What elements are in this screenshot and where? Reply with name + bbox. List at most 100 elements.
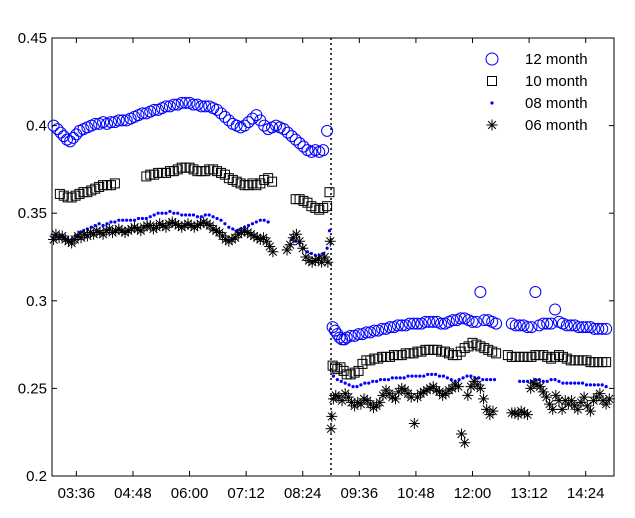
data-point: [232, 228, 244, 240]
data-point: [521, 321, 534, 334]
data-point: [576, 321, 589, 334]
data-point: [182, 218, 194, 230]
data-point: [66, 192, 77, 203]
data-point: [592, 383, 596, 387]
data-point: [569, 381, 573, 385]
data-point: [537, 378, 541, 382]
legend-label: 12 month: [525, 51, 588, 68]
data-point: [85, 226, 97, 238]
data-point: [415, 388, 427, 400]
data-point: [561, 381, 565, 385]
series-06-month: [48, 216, 615, 449]
data-point: [248, 230, 260, 242]
data-point: [534, 381, 546, 393]
data-point: [515, 405, 527, 417]
data-point: [207, 223, 219, 235]
data-point: [373, 353, 384, 364]
data-point: [325, 423, 337, 435]
data-point: [324, 235, 336, 247]
data-point: [485, 378, 489, 382]
data-point: [557, 379, 561, 383]
data-point: [357, 358, 368, 369]
data-point: [565, 381, 569, 385]
data-point: [223, 222, 227, 226]
data-point: [294, 194, 305, 205]
data-point: [529, 286, 542, 299]
data-point: [89, 117, 102, 130]
data-point: [215, 216, 219, 221]
data-point: [125, 223, 137, 235]
data-point: [169, 218, 181, 230]
data-point: [219, 169, 230, 180]
data-point: [195, 100, 208, 113]
data-point: [121, 218, 125, 222]
data-point: [474, 382, 486, 394]
data-point: [74, 188, 85, 199]
data-point: [179, 96, 192, 109]
data-point: [470, 315, 483, 328]
data-point: [136, 107, 149, 120]
data-point: [540, 391, 552, 403]
data-point: [526, 351, 537, 362]
data-point: [149, 169, 160, 180]
data-point: [483, 344, 494, 355]
data-point: [432, 344, 443, 355]
data-point: [245, 228, 257, 240]
data-point: [481, 403, 493, 415]
data-point: [105, 180, 116, 191]
data-point: [254, 220, 258, 224]
data-point: [159, 100, 172, 113]
data-point: [328, 324, 341, 337]
data-point: [423, 315, 436, 328]
data-point: [459, 343, 470, 354]
data-point: [335, 362, 346, 373]
data-point: [386, 378, 391, 382]
data-point: [577, 381, 581, 385]
data-point: [112, 114, 125, 127]
data-point: [226, 233, 238, 245]
data-point: [594, 388, 606, 400]
data-point: [502, 350, 513, 361]
data-point: [396, 382, 408, 394]
y-tick-label: 0.25: [18, 380, 47, 397]
x-tick-label: 06:00: [171, 485, 209, 502]
data-point: [367, 381, 371, 385]
data-point: [281, 244, 293, 256]
data-point: [53, 232, 65, 244]
data-point: [479, 343, 490, 354]
plot-frame: [51, 37, 615, 477]
data-point: [601, 357, 612, 368]
data-point: [580, 381, 585, 385]
data-point: [306, 201, 317, 212]
data-point: [227, 225, 231, 229]
y-tick-label: 0.35: [18, 205, 47, 222]
data-point: [201, 218, 213, 230]
data-point: [72, 230, 84, 242]
data-point: [426, 372, 430, 376]
data-point: [344, 329, 357, 342]
data-point: [208, 164, 219, 175]
data-point: [441, 374, 446, 378]
data-point: [578, 391, 590, 403]
data-point: [347, 383, 351, 387]
y-tick-label: 0.4: [26, 118, 47, 135]
data-point: [247, 178, 258, 189]
data-point: [419, 315, 432, 328]
x-tick-label: 08:24: [284, 485, 322, 502]
data-point: [528, 377, 540, 389]
data-point: [321, 124, 334, 137]
data-point: [316, 256, 328, 268]
data-point: [238, 119, 251, 132]
data-point: [324, 187, 335, 198]
data-point: [285, 130, 298, 143]
data-point: [355, 385, 359, 389]
data-point: [195, 215, 200, 219]
data-point: [326, 410, 338, 422]
data-point: [185, 219, 197, 231]
data-point: [525, 321, 538, 334]
data-point: [281, 126, 294, 139]
data-point: [588, 383, 593, 387]
data-point: [358, 393, 370, 405]
data-point: [553, 350, 564, 361]
data-point: [297, 242, 309, 254]
